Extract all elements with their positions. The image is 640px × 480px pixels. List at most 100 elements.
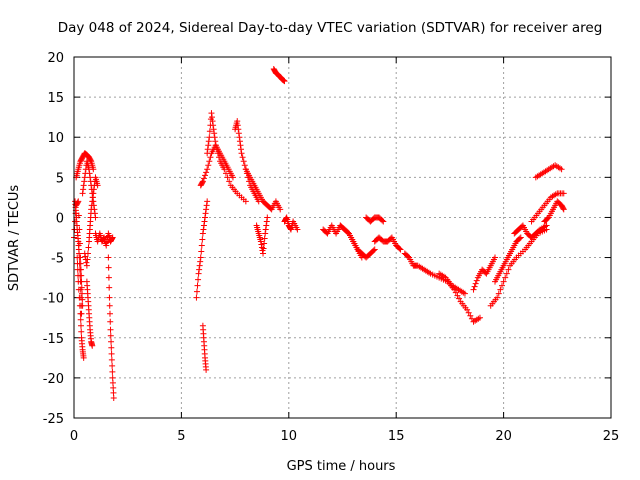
data-point [239, 154, 246, 161]
data-point [205, 142, 212, 149]
data-point [211, 130, 218, 137]
data-point [106, 302, 113, 309]
data-point [82, 253, 89, 260]
data-point [107, 332, 114, 339]
data-point [198, 242, 205, 249]
data-point [208, 110, 215, 117]
x-tick-label: 0 [70, 429, 78, 444]
data-point [75, 272, 82, 279]
data-point [234, 118, 241, 125]
data-point [263, 222, 270, 229]
data-point [106, 310, 113, 317]
data-point [205, 162, 212, 169]
data-point [202, 214, 209, 221]
data-point [78, 328, 85, 335]
x-tick-label: 25 [603, 429, 620, 444]
data-point [263, 218, 270, 225]
data-point [287, 225, 294, 232]
data-point [110, 384, 117, 391]
data-point [468, 315, 475, 322]
data-point [199, 178, 206, 185]
plot-frame [73, 56, 612, 419]
data-point [262, 226, 269, 233]
data-point [106, 294, 113, 301]
y-tick-label: 10 [47, 131, 64, 146]
series-arc-b6 [242, 166, 284, 213]
data-point [258, 241, 265, 248]
data-point [371, 246, 378, 253]
y-tick-label: 15 [47, 91, 64, 106]
data-point [105, 274, 112, 281]
data-point [90, 190, 97, 197]
data-point [467, 312, 474, 319]
data-point [80, 354, 87, 361]
series-arc-c5 [401, 250, 451, 285]
data-point [79, 290, 86, 297]
data-point [240, 158, 247, 165]
data-point [203, 206, 210, 213]
data-point [214, 150, 221, 157]
data-point [109, 374, 116, 381]
data-point [195, 276, 202, 283]
data-point [199, 236, 206, 243]
data-point [516, 235, 523, 242]
data-point [221, 166, 228, 173]
data-point [226, 178, 233, 185]
y-axis-label: SDTVAR / TECUs [7, 185, 22, 292]
data-point [196, 262, 203, 269]
data-point [88, 202, 95, 209]
data-point [452, 289, 459, 296]
data-point [260, 245, 267, 252]
data-point [344, 229, 351, 236]
y-tick-label: -25 [43, 412, 64, 427]
data-point [492, 254, 499, 261]
data-point [380, 218, 387, 225]
data-point [262, 230, 269, 237]
series-arc-c8 [470, 254, 499, 293]
data-point [87, 174, 94, 181]
x-tick-label: 15 [388, 429, 405, 444]
data-point [405, 253, 412, 260]
data-point [106, 284, 113, 291]
data-point [476, 314, 483, 321]
series-arc-d1 [487, 226, 550, 309]
series-arc-a8 [92, 230, 116, 249]
tick-labels: 0 5 10 15 20 25 -25 -20 -15 -10 -5 0 5 10 15 20 [43, 51, 620, 444]
y-tick-label: 20 [47, 51, 64, 66]
data-point [283, 215, 290, 222]
data-point [470, 286, 477, 293]
data-point [90, 186, 97, 193]
data-point [207, 154, 214, 161]
data-point [204, 166, 211, 173]
data-point [109, 362, 116, 369]
data-point [206, 158, 213, 165]
data-point [294, 226, 301, 233]
data-point [193, 288, 200, 295]
data-point [210, 122, 217, 129]
data-point [465, 309, 472, 316]
data-point [379, 217, 386, 224]
data-point [544, 215, 551, 222]
series-arc-a4 [73, 150, 97, 181]
data-point [560, 190, 567, 197]
data-point [199, 179, 206, 186]
data-point [236, 134, 243, 141]
series-arc-c4 [371, 234, 404, 253]
data-point [202, 210, 209, 217]
data-point [76, 294, 83, 301]
data-point [235, 130, 242, 137]
data-point [109, 379, 116, 386]
data-point [108, 350, 115, 357]
data-point [234, 122, 241, 129]
data-point [74, 254, 81, 261]
data-point [74, 266, 81, 273]
data-point [84, 256, 91, 263]
data-point [209, 114, 216, 121]
data-point [261, 240, 268, 247]
series-arc-b5 [232, 118, 262, 205]
series-arc-c7 [436, 270, 468, 297]
data-point [560, 205, 567, 212]
data-point [202, 172, 209, 179]
data-point [105, 254, 112, 261]
series-arc-b8 [270, 66, 288, 85]
